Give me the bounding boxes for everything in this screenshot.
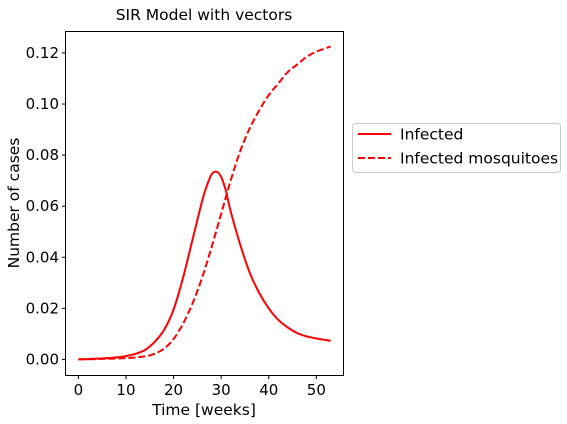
legend-label-infected-mosquitoes: Infected mosquitoes [400,150,558,168]
y-tick-label: 0.08 [26,146,59,164]
y-axis-label: Number of cases [5,138,23,269]
y-tick-label: 0.02 [26,299,59,317]
series-layer [78,45,331,361]
x-tick-label: 30 [212,381,231,399]
x-axis: 0 10 20 30 40 50 [74,375,326,399]
plot-frame [65,31,344,376]
y-tick-label: 0.10 [26,95,59,113]
y-tick-label: 0.06 [26,197,59,215]
x-tick-label: 10 [116,381,135,399]
y-axis: 0.00 0.02 0.04 0.06 0.08 0.10 0.12 [26,44,66,368]
x-axis-label: Time [weeks] [151,401,256,419]
chart-title: SIR Model with vectors [116,6,293,24]
x-tick-label: 50 [307,381,326,399]
legend: Infected Infected mosquitoes [352,123,561,173]
y-tick-label: 0.00 [26,350,59,368]
x-tick-label: 40 [259,381,278,399]
series-line-infected-mosquitoes [78,45,331,361]
legend-label-infected: Infected [400,126,463,144]
series-line-infected [78,170,331,361]
legend-box [352,123,561,173]
y-tick-label: 0.04 [26,248,59,266]
x-tick-label: 0 [74,381,84,399]
y-tick-label: 0.12 [26,44,59,62]
x-tick-label: 20 [164,381,183,399]
